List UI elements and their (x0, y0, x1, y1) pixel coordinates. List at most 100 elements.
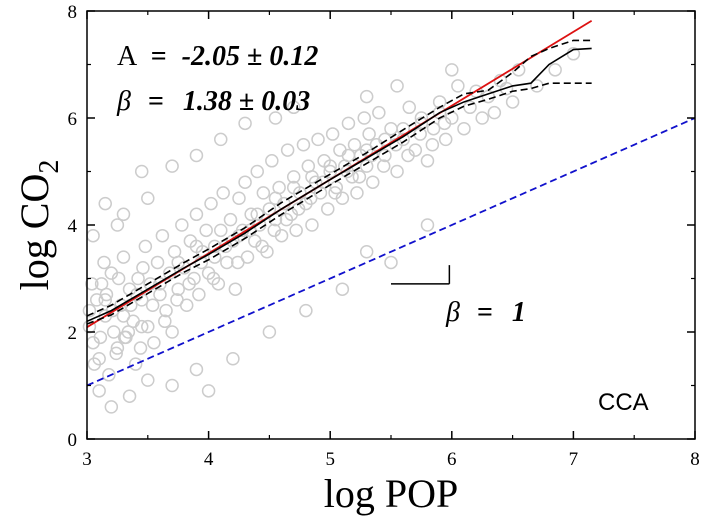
scatter-point (141, 319, 155, 334)
scatter-point (321, 202, 335, 216)
scatter-point (109, 346, 123, 361)
scatter-point (255, 239, 269, 254)
scatter-point (335, 282, 350, 296)
scatter-point (147, 335, 161, 350)
scatter-point (204, 196, 218, 211)
annotation-beta: β = 1.38 ± 0.03 (116, 86, 310, 117)
scatter-point (305, 170, 319, 184)
scatter-point (93, 330, 108, 345)
y-axis-label-subscript: 2 (34, 160, 65, 174)
x-tick-label: 4 (204, 449, 214, 470)
scatter-point (158, 314, 172, 329)
scatter-point (85, 277, 99, 291)
scatter-point (86, 228, 100, 243)
scatter-point (141, 191, 155, 205)
dataset-tag: CCA (598, 389, 649, 416)
scatter-point (511, 63, 526, 77)
scatter-point (238, 116, 252, 131)
scatter-point (250, 164, 264, 179)
scatter-point (286, 170, 301, 184)
scatter-point (175, 218, 189, 232)
scatter-point (244, 207, 258, 222)
scatter-point (110, 218, 125, 232)
scatter-point (402, 100, 416, 115)
scatter-point (305, 218, 319, 232)
scatter-point (333, 143, 347, 157)
scatter-point (350, 186, 364, 200)
scatter-point (189, 239, 204, 254)
scatter-point (347, 138, 362, 152)
y-axis-label-main: log CO (12, 174, 57, 291)
scatter-point (487, 105, 502, 120)
scatter-point (390, 164, 404, 179)
scatter-point (238, 175, 252, 189)
annotation-beta-ref-value: 1 (512, 297, 526, 328)
annotation-A-value: -2.05 ± 0.12 (182, 41, 319, 72)
y-tick-label: 8 (68, 2, 78, 23)
scatter-point (189, 148, 204, 163)
scatter-point (390, 79, 404, 93)
scatter-point (262, 325, 277, 339)
scatter-point (116, 207, 131, 222)
annotation-A: A = -2.05 ± 0.12 (117, 41, 318, 72)
annotation-beta-equals: = (148, 86, 164, 117)
scatter-point (438, 132, 453, 147)
scatter-point (311, 132, 325, 147)
scatter-point (286, 180, 301, 195)
scatter-point (268, 111, 283, 125)
x-axis-label: log POP (324, 471, 459, 516)
scatter-point (117, 330, 132, 345)
scatter-point (457, 121, 471, 136)
scatter-point (262, 202, 277, 216)
scatter-point (98, 293, 112, 307)
scatter-point (220, 255, 234, 270)
scatter-point (341, 116, 356, 131)
chart-lines (86, 20, 696, 387)
scatter-point (87, 357, 102, 371)
scatter-point (102, 368, 116, 382)
scatter-point (437, 116, 452, 131)
scatter-point (286, 100, 301, 115)
y-axis-label: log CO2 (12, 160, 65, 291)
scatter-point (199, 223, 213, 238)
scatter-point (82, 303, 97, 318)
scatter-point (214, 132, 228, 147)
scatter-point (359, 89, 374, 104)
scatter-point (323, 159, 337, 173)
scatter-point (372, 105, 386, 120)
scatter-point (145, 298, 160, 312)
scatter-point (299, 303, 313, 318)
scatter-point (267, 223, 282, 238)
x-tick-label: 5 (325, 449, 335, 470)
scatter-point (425, 138, 440, 152)
scatter-point (384, 121, 398, 136)
scatter-point (328, 186, 342, 200)
scatter-point (150, 255, 165, 270)
scatter-point (226, 352, 240, 366)
scatter-point (153, 287, 167, 302)
scatter-point (111, 271, 126, 286)
scatter-point (231, 255, 245, 270)
scatter-point (280, 143, 295, 157)
scatter-point (110, 341, 125, 355)
scatter-point (451, 79, 465, 93)
annotation-beta-symbol: β (116, 86, 131, 117)
scatter-point (165, 325, 179, 339)
scatter-point (296, 138, 311, 152)
scatter-point (548, 63, 562, 77)
annotation-A-label: A (117, 41, 138, 72)
scatter-point (165, 378, 179, 393)
scatter-point (291, 202, 306, 216)
plot-frame (86, 10, 696, 440)
scatter-point (505, 95, 520, 109)
scatter-point (445, 63, 459, 77)
scatter-point (530, 79, 544, 93)
scatter-point (136, 261, 150, 275)
scatter-point (362, 127, 376, 141)
scatter-point (232, 228, 246, 243)
annotation-A-equals: = (151, 41, 167, 72)
scatter-point (279, 212, 294, 227)
scatter-point (104, 400, 119, 414)
scatter-point (92, 384, 106, 398)
slope-marker (391, 265, 451, 285)
